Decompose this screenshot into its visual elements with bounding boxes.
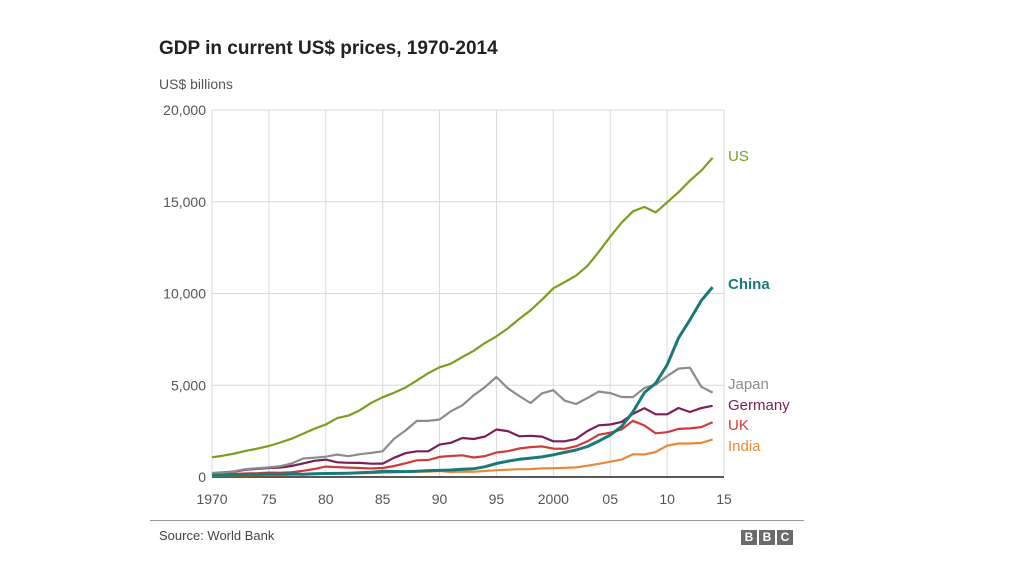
x-tick-label: 95: [489, 491, 505, 507]
series-label-uk: UK: [728, 417, 749, 434]
x-tick-label: 90: [432, 491, 448, 507]
y-tick-label: 15,000: [163, 194, 206, 210]
series-line-china: [211, 286, 714, 477]
grid: [211, 109, 725, 478]
chart-title: GDP in current US$ prices, 1970-2014: [159, 38, 498, 59]
x-tick-labels: 1970 75 80 85 90 95 2000 05 10 15: [196, 491, 732, 507]
x-tick-label: 10: [659, 491, 675, 507]
series-label-germany: Germany: [728, 397, 790, 414]
bbc-logo: B B C: [741, 530, 793, 545]
bbc-logo-letter: B: [741, 530, 757, 545]
x-tick-label: 75: [261, 491, 277, 507]
x-tick-label: 05: [602, 491, 618, 507]
series-label-china: China: [728, 276, 770, 293]
x-tick-label: 2000: [538, 491, 569, 507]
y-tick-label: 0: [198, 469, 206, 485]
x-tick-label: 15: [716, 491, 732, 507]
bbc-logo-letter: C: [777, 530, 793, 545]
y-axis-unit-label: US$ billions: [159, 76, 233, 92]
series-line-japan: [211, 366, 714, 475]
series-labels: US China Japan Germany UK India: [728, 148, 790, 455]
series-line-us: [211, 157, 714, 459]
bbc-logo-letter: B: [759, 530, 775, 545]
source-note: Source: World Bank: [159, 528, 275, 543]
y-tick-labels: 0 5,000 10,000 15,000 20,000: [163, 102, 206, 485]
y-tick-label: 20,000: [163, 102, 206, 118]
series-label-japan: Japan: [728, 376, 769, 393]
y-tick-label: 10,000: [163, 286, 206, 302]
x-tick-label: 80: [318, 491, 334, 507]
series-lines: [211, 157, 714, 477]
series-line-uk: [211, 419, 714, 476]
x-tick-label: 1970: [196, 491, 227, 507]
footer-divider: [150, 520, 804, 521]
series-label-india: India: [728, 438, 761, 455]
y-tick-label: 5,000: [171, 377, 206, 393]
series-label-us: US: [728, 148, 749, 165]
x-tick-label: 85: [375, 491, 391, 507]
